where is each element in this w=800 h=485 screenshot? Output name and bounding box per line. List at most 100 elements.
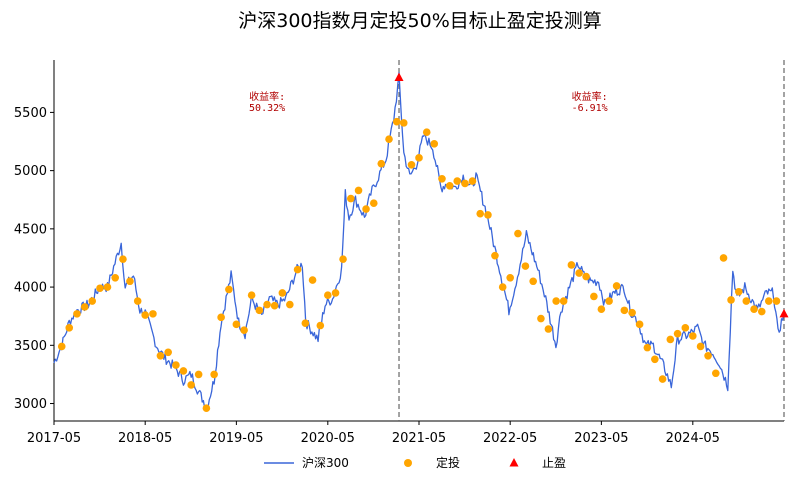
- invest-point: [407, 161, 416, 169]
- invest-point: [202, 404, 211, 412]
- invest-point: [217, 313, 225, 322]
- invest-point: [354, 186, 363, 195]
- invest-point: [119, 255, 127, 263]
- invest-point: [232, 320, 241, 329]
- x-tick-label: 2022-05: [483, 431, 537, 446]
- legend-label: 定投: [436, 456, 461, 470]
- invest-point: [73, 310, 81, 318]
- invest-point: [620, 306, 629, 315]
- invest-point: [111, 273, 120, 282]
- invest-point: [270, 301, 279, 310]
- invest-point: [658, 375, 667, 383]
- invest-point: [537, 314, 545, 323]
- x-tick-label: 2020-05: [301, 431, 355, 446]
- invest-point: [461, 179, 469, 188]
- invest-point: [734, 287, 743, 296]
- invest-point: [514, 229, 522, 238]
- invest-point: [673, 329, 682, 338]
- invest-point: [331, 289, 340, 297]
- invest-point: [126, 277, 134, 286]
- x-tick-label: 2023-05: [574, 431, 628, 446]
- invest-point: [133, 297, 142, 305]
- triangle-swatch-icon: [509, 458, 519, 467]
- invest-point: [742, 297, 751, 305]
- invest-point: [240, 326, 248, 334]
- invest-point: [681, 324, 690, 332]
- y-tick-label: 4500: [14, 222, 47, 237]
- invest-point: [567, 261, 576, 269]
- invest-point: [764, 297, 773, 305]
- invest-point: [727, 296, 735, 304]
- invest-point: [96, 284, 104, 293]
- y-tick-label: 3500: [14, 339, 47, 354]
- dot-swatch-icon: [404, 459, 412, 467]
- invest-point: [597, 305, 606, 314]
- invest-point: [65, 324, 74, 332]
- invest-point: [772, 297, 781, 305]
- invest-point: [377, 159, 386, 168]
- invest-point: [575, 269, 583, 277]
- return-annotation-first: 收益率: 50.32%: [227, 92, 307, 114]
- invest-point: [324, 291, 332, 300]
- invest-point: [422, 128, 431, 136]
- invest-point: [385, 135, 393, 143]
- return-label: 收益率:: [571, 91, 608, 103]
- x-tick-label: 2021-05: [392, 431, 446, 446]
- invest-point: [476, 209, 485, 218]
- invest-point: [187, 381, 195, 389]
- return-annotation-second: 收益率: -6.91%: [550, 92, 630, 114]
- invest-point: [498, 283, 507, 291]
- invest-point: [605, 297, 613, 305]
- invest-point: [308, 276, 317, 284]
- x-tick-label: 2024-05: [666, 431, 720, 446]
- invest-point: [453, 177, 462, 185]
- invest-point: [415, 154, 423, 162]
- invest-point: [438, 174, 446, 183]
- invest-point: [506, 273, 514, 282]
- invest-point: [628, 308, 636, 317]
- invest-point: [103, 283, 112, 291]
- invest-point: [399, 119, 408, 127]
- invest-point: [651, 355, 659, 364]
- invest-point: [643, 343, 652, 352]
- invest-point: [544, 325, 553, 333]
- y-tick-label: 3000: [14, 397, 47, 412]
- invest-point: [529, 277, 537, 286]
- invest-point: [293, 265, 302, 274]
- invest-point: [149, 310, 157, 318]
- invest-point: [635, 320, 644, 329]
- invest-point: [711, 369, 720, 378]
- invest-point: [301, 319, 310, 327]
- invest-point: [88, 297, 97, 305]
- invest-point: [590, 292, 598, 301]
- invest-point: [57, 342, 66, 351]
- invest-point: [392, 117, 401, 126]
- legend-label: 沪深300: [302, 456, 349, 470]
- invest-point: [696, 342, 705, 351]
- return-value: 50.32%: [249, 102, 286, 114]
- invest-point: [278, 289, 287, 297]
- invest-point: [225, 285, 233, 294]
- invest-point: [484, 211, 492, 219]
- invest-point: [156, 351, 165, 360]
- y-tick-label: 5500: [14, 106, 47, 121]
- invest-point: [164, 348, 172, 357]
- invest-point: [612, 282, 621, 290]
- invest-point: [491, 251, 499, 260]
- invest-point: [141, 311, 149, 319]
- y-tick-label: 5000: [14, 164, 47, 179]
- invest-point: [263, 300, 271, 309]
- x-tick-label: 2019-05: [209, 431, 263, 446]
- legend-label: 止盈: [542, 456, 567, 470]
- return-label: 收益率:: [249, 91, 286, 103]
- invest-point: [286, 300, 294, 309]
- invest-point: [719, 254, 728, 262]
- invest-point: [445, 181, 454, 190]
- x-tick-label: 2017-05: [27, 431, 81, 446]
- invest-point: [369, 199, 378, 208]
- invest-point: [552, 297, 560, 305]
- invest-point: [362, 205, 370, 213]
- invest-point: [172, 361, 180, 369]
- take-profit-marker: [779, 308, 789, 318]
